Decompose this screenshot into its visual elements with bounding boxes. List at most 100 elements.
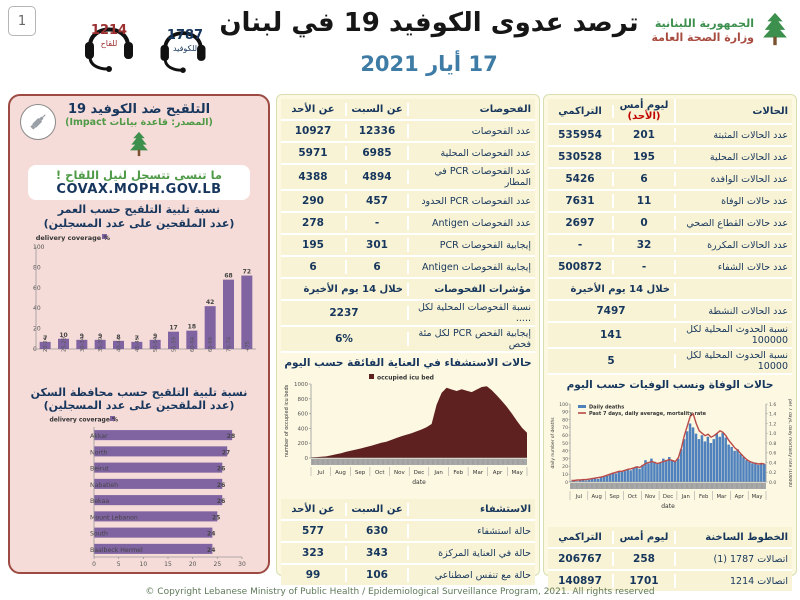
value-saturday: 457 — [347, 194, 409, 208]
svg-text:Nov: Nov — [645, 494, 655, 500]
svg-text:Past 7 days, daily average, mo: Past 7 days, daily average, mortality ra… — [589, 411, 707, 417]
svg-text:0: 0 — [565, 480, 568, 486]
svg-text:Dec: Dec — [414, 470, 425, 476]
svg-text:75+: 75+ — [245, 341, 251, 352]
icu-chart-title: حالات الاستشفاء في العناية الفائقة حسب ا… — [284, 357, 532, 369]
svg-text:May: May — [511, 470, 523, 476]
value-cumulative: 500872 — [548, 260, 614, 274]
svg-text:80: 80 — [562, 417, 568, 423]
table-row: عدد الفحوصات Antigen -278 — [281, 213, 535, 235]
svg-text:0: 0 — [33, 346, 37, 353]
table-row: عدد الفحوصات PCR الحدود 457 290 — [281, 191, 535, 213]
svg-text:Sep: Sep — [355, 470, 366, 476]
svg-text:25: 25 — [214, 561, 222, 568]
table-row: نسبة الفحوصات المحلية لكل ..... 2237 — [281, 301, 535, 327]
svg-text:25-29: 25-29 — [62, 336, 68, 351]
svg-text:7: 7 — [135, 334, 139, 341]
column-header: التراكمي — [548, 530, 614, 544]
covax-link[interactable]: COVAX.MOPH.GOV.LB — [56, 182, 222, 197]
svg-text:Nov: Nov — [394, 470, 405, 476]
value-saturday: 12336 — [347, 124, 409, 138]
table-row: خلال 14 يوم الأخيرة — [548, 279, 792, 301]
table-row: عدد الفحوصات PCR في المطار 4894 4388 — [281, 165, 535, 191]
cases-table: الحالات ليوم أمس (الأحد) التراكمي عدد الحالا… — [548, 99, 792, 375]
svg-text:70: 70 — [562, 425, 568, 431]
column-header: عن الأحد — [281, 502, 347, 516]
svg-text:65-69: 65-69 — [208, 336, 214, 351]
svg-text:Bekaa: Bekaa — [90, 498, 109, 505]
hospitalization-table: الاستشفاء عن السبت عن الأحد حالة استشفاء 630… — [281, 499, 535, 587]
svg-text:17: 17 — [169, 324, 177, 331]
cedar-icon — [16, 130, 262, 162]
row-label: عدد حالات القطاع الصحي — [686, 217, 788, 229]
icu-occupancy-chart: occupied icu bed 0 200 400 600 800 1000 Jul Aug S… — [281, 370, 535, 496]
vaccine-hotline-label: للقاح — [100, 39, 118, 48]
column-header: عن السبت — [347, 102, 409, 116]
column-header: التراكمي — [548, 104, 614, 118]
age-chart-subtitle: (عدد الملقحين على عدد المسجلين) — [43, 216, 235, 230]
svg-text:0.6: 0.6 — [769, 451, 776, 457]
value-sunday: 5971 — [281, 146, 347, 160]
svg-text:per 7 days, daily mortality ra: per 7 days, daily mortality rate /100000 — [787, 399, 792, 487]
column-header: عن الأحد — [281, 102, 347, 116]
value-cumulative: 535954 — [548, 128, 614, 142]
row-label: اتصالات 1214 — [730, 575, 788, 587]
value: 140897 — [548, 574, 614, 588]
svg-text:26: 26 — [217, 482, 225, 489]
value-sunday: 10927 — [281, 124, 347, 138]
svg-text:Jan: Jan — [681, 494, 690, 500]
svg-text:20: 20 — [33, 325, 41, 332]
row-label: عدد الحالات المثبتة — [713, 129, 788, 141]
column-header: عن السبت — [347, 502, 409, 516]
logo-line1: الجمهورية اللبنانية — [654, 17, 754, 31]
svg-text:100: 100 — [33, 244, 45, 251]
column-header: ليوم أمس — [614, 530, 676, 544]
svg-text:0.0: 0.0 — [769, 480, 776, 486]
svg-text:68: 68 — [224, 272, 232, 279]
svg-text:50: 50 — [562, 441, 568, 447]
row-label: عدد حالات الشفاء — [717, 261, 788, 273]
value: 2237 — [281, 306, 409, 320]
table-row: اتصالات 1214 1701 140897 — [548, 571, 792, 593]
row-label: عدد الفحوصات المحلية — [440, 147, 531, 159]
cases-panel: الحالات ليوم أمس (الأحد) التراكمي عدد الحالا… — [543, 94, 797, 593]
svg-text:20-24: 20-24 — [43, 336, 49, 352]
svg-text:45-49: 45-49 — [135, 336, 141, 351]
svg-text:70-74: 70-74 — [227, 336, 233, 352]
value-cumulative: 2697 — [548, 216, 614, 230]
svg-text:42: 42 — [206, 299, 214, 306]
table-row: عدد الحالات المحلية 195 530528 — [548, 147, 792, 169]
value: 1701 — [614, 574, 676, 588]
row-label: إيجابية الفحوصات PCR — [439, 239, 531, 251]
value-cumulative: 5426 — [548, 172, 614, 186]
tests-panel: الفحوصات عن السبت عن الأحد عدد الفحوصات 1233… — [276, 94, 540, 587]
svg-text:Apr: Apr — [493, 470, 503, 476]
table-row: إيجابية الفحص PCR لكل مئة فحص 6% — [281, 327, 535, 353]
svg-text:30-34: 30-34 — [80, 336, 86, 352]
period-label: خلال 14 يوم الأخيرة — [281, 282, 409, 296]
value: 141 — [548, 328, 676, 342]
svg-text:60-64: 60-64 — [190, 336, 196, 352]
svg-text:Aug: Aug — [335, 470, 346, 476]
svg-text:15: 15 — [164, 561, 172, 568]
table-row: حالة استشفاء 630 577 — [281, 521, 535, 543]
svg-text:1.6: 1.6 — [769, 402, 776, 408]
value: 206767 — [548, 552, 614, 566]
table-row: الاستشفاء عن السبت عن الأحد — [281, 499, 535, 521]
svg-text:8: 8 — [116, 333, 120, 340]
row-label: عدد الحالات المحلية — [709, 151, 788, 163]
row-label: مؤشرات الفحوصات — [434, 283, 531, 295]
vaccine-hotline-number: 1214 — [90, 23, 128, 38]
value-saturday: - — [347, 216, 409, 230]
table-row: عدد حالات الوفاة 11 7631 — [548, 191, 792, 213]
value: 258 — [614, 552, 676, 566]
copyright-footer: © Copyright Lebanese Ministry of Public … — [145, 587, 655, 597]
svg-text:10: 10 — [562, 472, 568, 478]
row-label — [676, 288, 792, 290]
value-yesterday: 0 — [614, 216, 676, 230]
column-header: ليوم أمس (الأحد) — [614, 99, 676, 123]
svg-text:30: 30 — [238, 561, 246, 568]
svg-text:Jan: Jan — [433, 470, 443, 476]
svg-text:9: 9 — [98, 332, 102, 339]
svg-text:Baalbeck Hermel: Baalbeck Hermel — [90, 547, 143, 554]
